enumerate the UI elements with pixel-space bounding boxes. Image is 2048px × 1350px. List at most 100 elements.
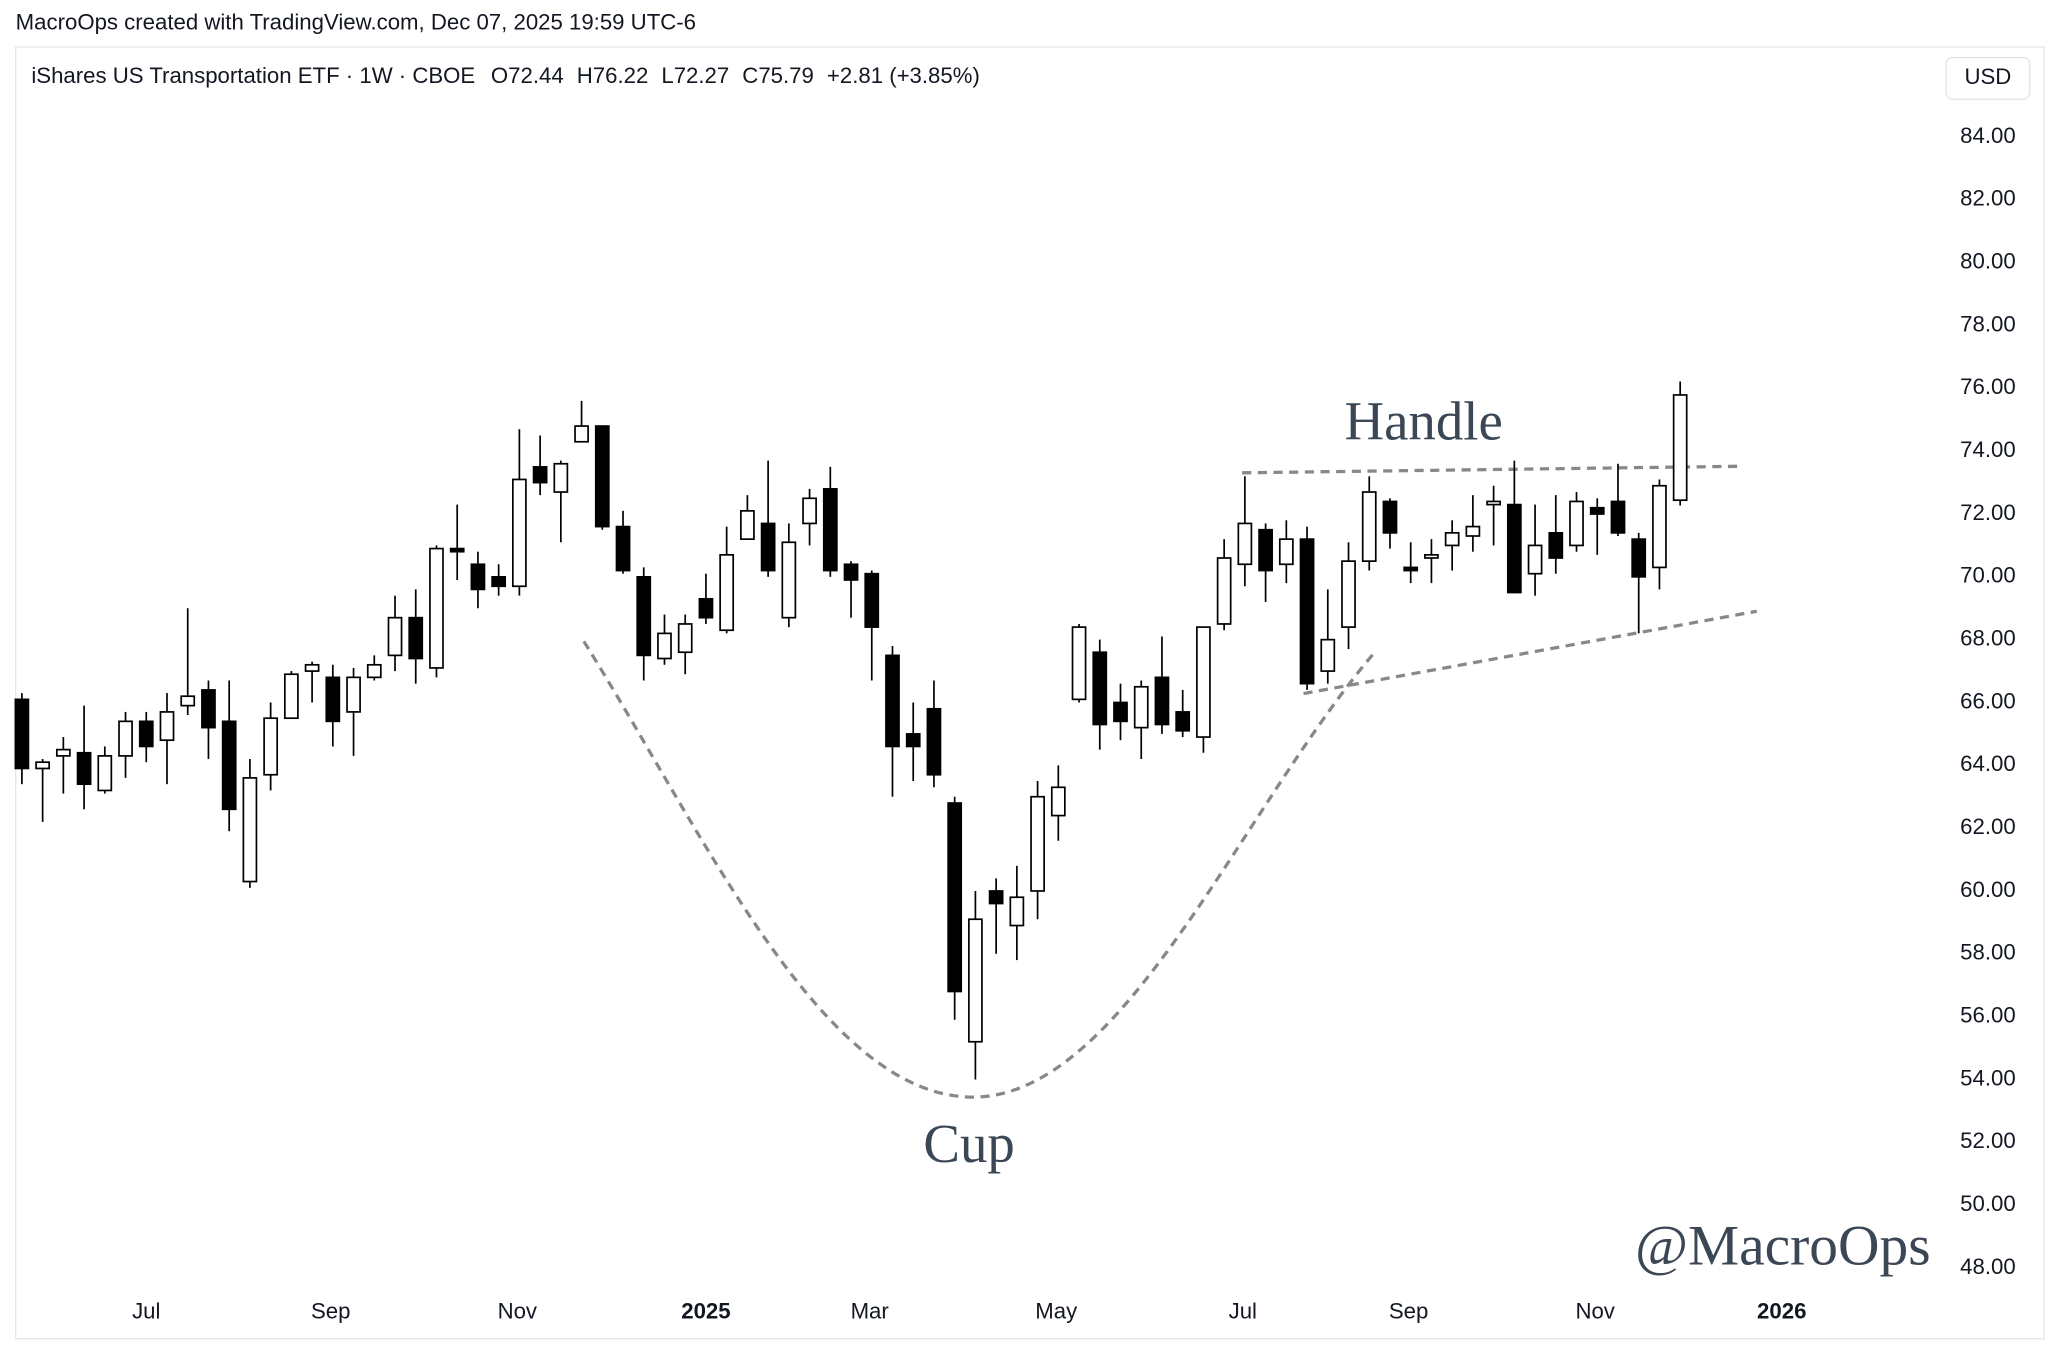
y-tick-label: 56.00 (1960, 1002, 2016, 1027)
legend-value: H76.22 (577, 63, 649, 88)
candle-body (1465, 525, 1481, 537)
candle-body (677, 623, 693, 654)
y-tick-label: 68.00 (1960, 626, 2016, 651)
annotation-handle: Handle (1344, 391, 1502, 452)
handle-top-line (1242, 464, 1740, 475)
x-tick-label: 2025 (681, 1299, 730, 1324)
candle-body (594, 425, 610, 528)
candle-body (1506, 503, 1522, 594)
candle-body (14, 698, 30, 770)
candle-body (1672, 394, 1688, 502)
cup-curve (582, 640, 1376, 1099)
candle-body (781, 541, 797, 619)
candle-body (201, 689, 216, 729)
candle-body (926, 707, 942, 776)
candle-body (1154, 676, 1170, 726)
y-tick-label: 80.00 (1960, 249, 2016, 274)
candle-body (1589, 506, 1605, 515)
candle-body (1527, 544, 1543, 575)
candle-body (1486, 500, 1501, 506)
candle-body (1444, 532, 1460, 547)
candle-body (1009, 896, 1025, 927)
chart-title: MacroOps created with TradingView.com, D… (16, 9, 696, 34)
candle-body (968, 918, 983, 1043)
y-tick-label: 48.00 (1960, 1254, 2016, 1279)
candle-body (159, 711, 175, 742)
candle-body (263, 717, 279, 776)
candle-body (1030, 795, 1045, 892)
candle-body (822, 488, 838, 572)
candle-body (532, 466, 548, 484)
chart-frame (15, 46, 2045, 1340)
x-tick-label: Sep (311, 1299, 350, 1324)
candle-body (35, 761, 51, 770)
candle-body (366, 663, 382, 679)
watermark: @MacroOps (1635, 1214, 1930, 1277)
y-tick-label: 52.00 (1960, 1128, 2016, 1153)
candle-body (1548, 532, 1564, 559)
candle-body (947, 802, 963, 993)
y-tick-label: 74.00 (1960, 437, 2016, 462)
candle-body (511, 478, 527, 588)
y-tick-label: 70.00 (1960, 563, 2016, 588)
y-tick-label: 50.00 (1960, 1191, 2016, 1216)
candle-body (1299, 538, 1315, 685)
candle-body (1341, 560, 1356, 628)
y-tick-label: 78.00 (1960, 311, 2016, 336)
candle-body (1361, 491, 1377, 562)
candle-body (76, 751, 92, 786)
candle-body (1196, 626, 1211, 738)
y-tick-label: 54.00 (1960, 1065, 2016, 1090)
legend-value: +2.81 (+3.85%) (827, 63, 980, 88)
candle-body (1631, 538, 1647, 578)
candle-body (657, 632, 672, 660)
x-tick-label: Sep (1389, 1299, 1428, 1324)
candle-body (221, 720, 237, 811)
currency-button[interactable] (1945, 56, 2031, 100)
y-tick-label: 60.00 (1960, 877, 2016, 902)
candle-body (491, 575, 507, 588)
candle-body (1424, 554, 1439, 559)
currency-label[interactable]: USD (1964, 64, 2011, 89)
y-tick-label: 62.00 (1960, 814, 2016, 839)
x-tick-label: Mar (851, 1299, 890, 1324)
annotation-cup: Cup (923, 1113, 1014, 1174)
candle-body (864, 572, 880, 628)
candle-body (118, 720, 133, 757)
legend-value: L72.27 (661, 63, 729, 88)
x-tick-label: May (1035, 1299, 1078, 1324)
candle-body (760, 522, 776, 572)
candle-body (1258, 528, 1273, 572)
candle-body (1652, 484, 1667, 569)
legend-value: O72.44 (491, 63, 564, 88)
y-tick-label: 72.00 (1960, 500, 2016, 525)
handle-bottom-line (1303, 609, 1758, 696)
x-tick-label: Nov (498, 1299, 538, 1324)
legend: iShares US Transportation ETF · 1W · CBO… (31, 63, 980, 88)
y-tick-label: 76.00 (1960, 374, 2016, 399)
legend-value: C75.79 (742, 63, 814, 88)
candle-body (1382, 500, 1398, 534)
candle-body (387, 616, 403, 657)
pattern-lines (582, 464, 1758, 1099)
candle-body (325, 676, 341, 723)
candle-body (1278, 538, 1294, 566)
candle-body (885, 654, 900, 748)
candle-body (802, 497, 817, 525)
candle-body (698, 597, 714, 619)
candle-body (1216, 557, 1232, 625)
chart-subtitle: iShares US Transportation ETF · 1W · CBO… (31, 63, 475, 88)
candle-body (636, 575, 652, 657)
candle-body (740, 510, 755, 540)
candle-body (719, 554, 735, 632)
x-tick-label: Jul (1229, 1299, 1257, 1324)
candle-body (408, 616, 424, 660)
x-tick-label: 2026 (1757, 1299, 1806, 1324)
candle-body (553, 462, 569, 493)
candle-body (346, 676, 361, 713)
candle-body (1133, 685, 1149, 729)
candle-body (1175, 711, 1191, 732)
candle-body (615, 525, 631, 572)
candle-body (242, 777, 258, 883)
